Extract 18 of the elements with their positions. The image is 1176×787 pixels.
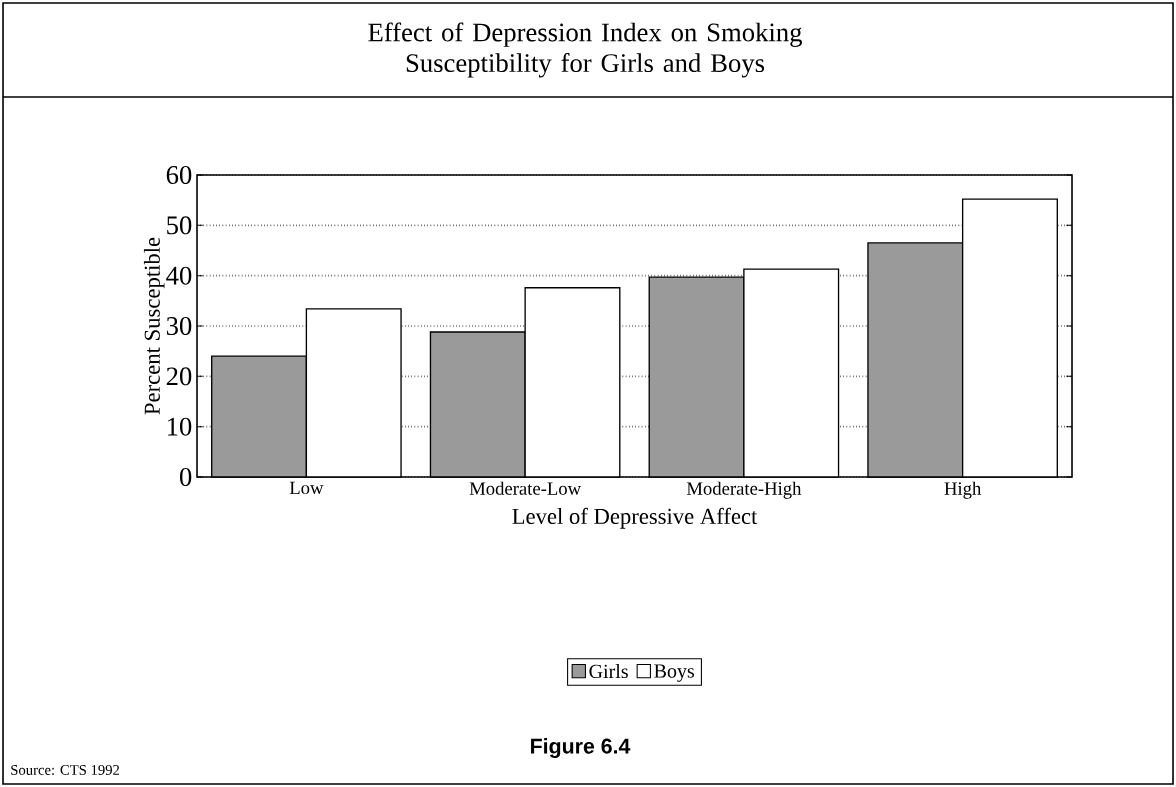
- caption: Figure 6.4: [531, 738, 631, 758]
- x-tick-label: Moderate-Low: [469, 481, 582, 495]
- source-note: Source: CTS 1992: [11, 765, 120, 775]
- y-tick-label: 20: [166, 367, 192, 386]
- chart-title: Effect of Depression Index on Smoking Susceptibility for Girls and Boys: [368, 22, 802, 78]
- x-tick-label: Moderate-High: [686, 481, 802, 499]
- y-axis-title: Percent Susceptible: [143, 237, 165, 415]
- x-tick-label: High: [944, 481, 982, 499]
- legend-label: Girls: [589, 664, 628, 679]
- y-tick-label: 40: [166, 266, 192, 285]
- y-tick-label: 10: [167, 417, 192, 436]
- legend-label: Boys: [654, 664, 695, 682]
- y-tick-label: 60: [166, 166, 192, 184]
- x-axis-title: Level of Depressive Affect: [512, 507, 758, 529]
- y-tick-label: 30: [166, 317, 192, 335]
- x-tick-label: Low: [289, 481, 324, 495]
- y-tick-label: 50: [167, 216, 192, 235]
- y-tick-label: 0: [179, 468, 192, 486]
